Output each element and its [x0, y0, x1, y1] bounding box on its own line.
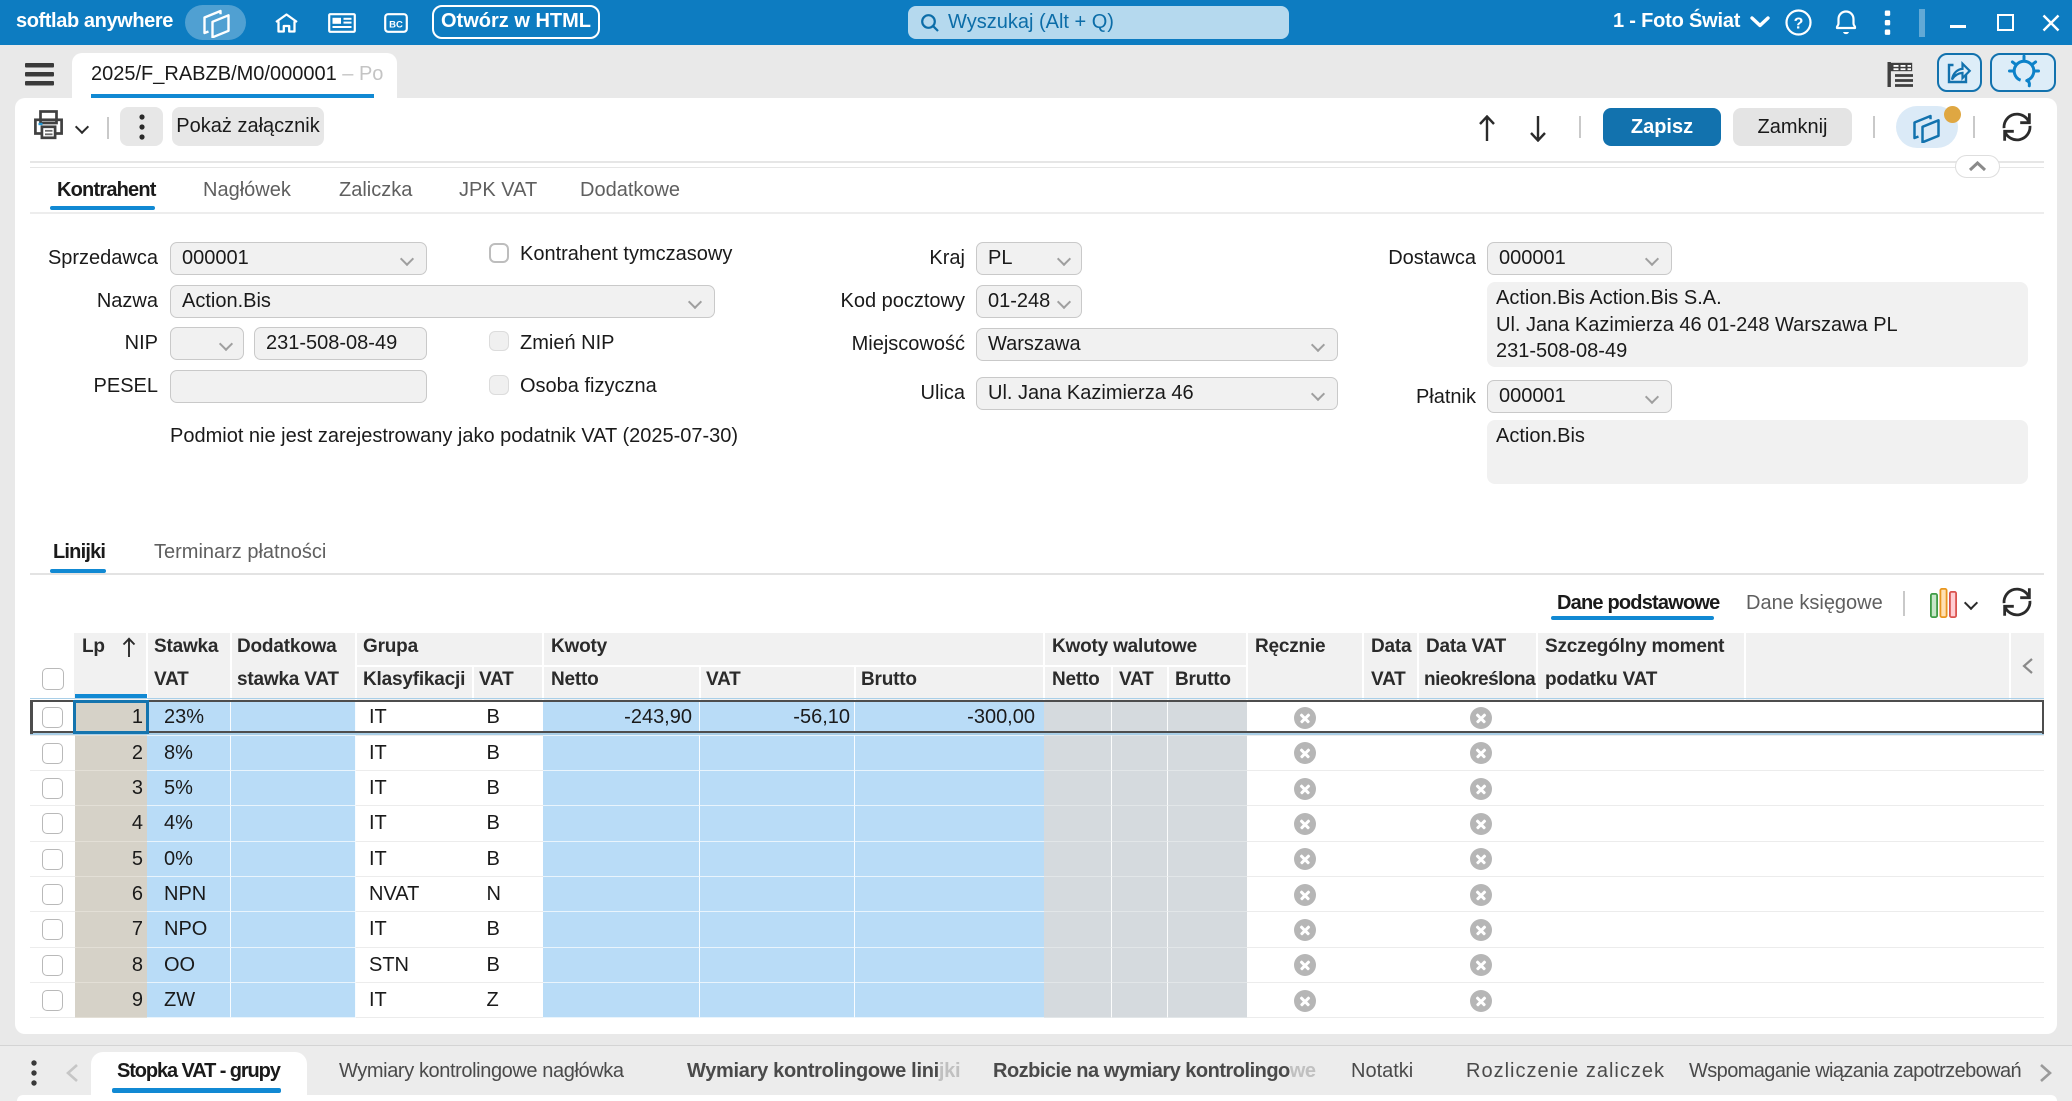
svg-text:BC: BC: [389, 20, 403, 31]
svg-text:?: ?: [1794, 16, 1804, 33]
